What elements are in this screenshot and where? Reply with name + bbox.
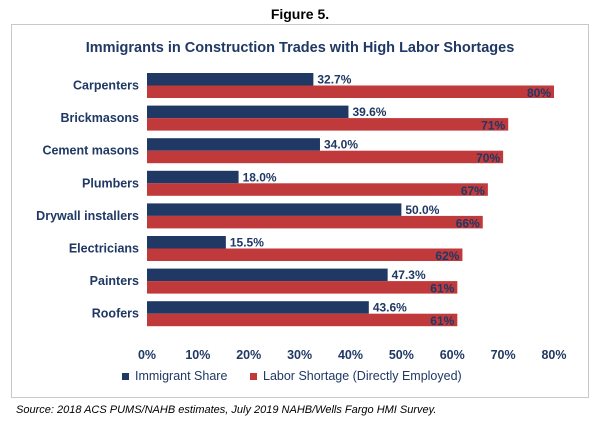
plot-area: Carpenters 32.7% 80% Brickmasons 39.6% 71% Cem…	[36, 73, 566, 363]
x-tick-label: 80%	[541, 348, 566, 362]
x-tick-label: 60%	[440, 348, 465, 362]
bar-shortage-roofers	[147, 313, 458, 327]
data-label-immigrant-cement-masons: 34.0%	[324, 138, 358, 152]
bar-immigrant-painters	[147, 268, 388, 282]
bar-shortage-drywall-installers	[147, 215, 483, 229]
x-tick-label: 10%	[185, 348, 210, 362]
data-label-shortage-brickmasons: 71%	[481, 119, 505, 133]
bar-chart: Immigrants in Construction Trades with H…	[36, 40, 566, 383]
x-tick-label: 70%	[491, 348, 516, 362]
legend: Immigrant Share Labor Shortage (Directly …	[122, 369, 462, 383]
chart-title: Immigrants in Construction Trades with H…	[86, 40, 515, 56]
bar-shortage-cement-masons	[147, 150, 504, 164]
figure-label: Figure 5.	[270, 6, 330, 22]
data-label-immigrant-plumbers: 18.0%	[243, 170, 277, 184]
legend-shortage-swatch	[250, 373, 257, 380]
bar-shortage-plumbers	[147, 183, 488, 196]
category-label-painters: Painters	[90, 274, 139, 288]
data-label-shortage-electricians: 62%	[435, 249, 459, 263]
data-label-shortage-cement-masons: 70%	[476, 151, 500, 165]
data-label-immigrant-electricians: 15.5%	[230, 236, 264, 250]
bar-immigrant-plumbers	[147, 170, 239, 184]
x-tick-label: 50%	[389, 348, 414, 362]
data-label-shortage-drywall-installers: 66%	[456, 216, 480, 230]
bar-immigrant-cement-masons	[147, 138, 320, 151]
category-label-plumbers: Plumbers	[82, 176, 139, 190]
data-label-immigrant-painters: 47.3%	[392, 268, 426, 282]
bar-immigrant-drywall-installers	[147, 203, 402, 216]
data-label-immigrant-roofers: 43.6%	[373, 301, 407, 315]
data-label-shortage-roofers: 61%	[430, 314, 454, 328]
category-label-roofers: Roofers	[92, 307, 139, 321]
legend-immigrant-swatch	[122, 373, 129, 380]
x-tick-label: 30%	[287, 348, 312, 362]
x-tick-label: 40%	[338, 348, 363, 362]
data-label-immigrant-carpenters: 32.7%	[317, 73, 351, 87]
category-label-carpenters: Carpenters	[73, 79, 139, 93]
bar-immigrant-carpenters	[147, 73, 314, 86]
data-label-shortage-carpenters: 80%	[527, 86, 551, 100]
bar-shortage-brickmasons	[147, 118, 509, 131]
bar-shortage-painters	[147, 281, 458, 294]
category-label-electricians: Electricians	[69, 242, 139, 256]
legend-shortage-label: Labor Shortage (Directly Employed)	[263, 369, 462, 383]
category-label-drywall-installers: Drywall installers	[36, 209, 139, 223]
bar-immigrant-electricians	[147, 236, 226, 249]
legend-immigrant-label: Immigrant Share	[135, 369, 227, 383]
bar-immigrant-roofers	[147, 301, 369, 314]
data-label-immigrant-drywall-installers: 50.0%	[405, 203, 439, 217]
data-label-immigrant-brickmasons: 39.6%	[352, 105, 386, 119]
category-label-brickmasons: Brickmasons	[60, 111, 139, 125]
bar-shortage-electricians	[147, 248, 463, 261]
data-label-shortage-painters: 61%	[430, 282, 454, 296]
data-label-shortage-plumbers: 67%	[461, 184, 485, 198]
source-note: Source: 2018 ACS PUMS/NAHB estimates, Ju…	[16, 404, 437, 416]
chart-area: Immigrants in Construction Trades with H…	[11, 24, 589, 398]
bar-shortage-carpenters	[147, 85, 554, 98]
bar-immigrant-brickmasons	[147, 105, 349, 119]
category-label-cement-masons: Cement masons	[42, 144, 139, 158]
x-tick-label: 0%	[138, 348, 156, 362]
x-tick-label: 20%	[236, 348, 261, 362]
